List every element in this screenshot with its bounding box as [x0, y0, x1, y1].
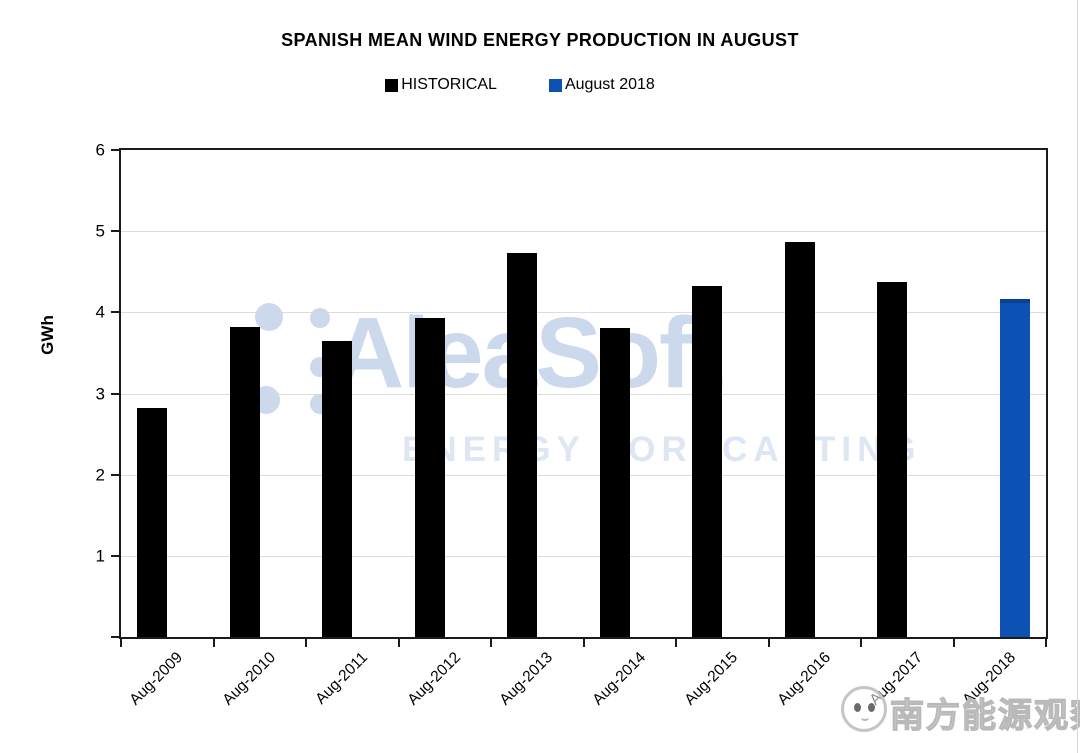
chart-title: SPANISH MEAN WIND ENERGY PRODUCTION IN A…	[281, 30, 799, 50]
x-axis-label: Aug-2017	[866, 649, 927, 709]
y-axis-tick	[111, 311, 121, 314]
x-axis-label: Aug-2009	[126, 649, 187, 709]
x-axis-label: Aug-2010	[219, 649, 279, 709]
x-axis-tick	[305, 637, 307, 647]
bar-Aug-2014	[599, 327, 630, 637]
bar-Aug-2016	[784, 241, 815, 637]
x-axis-label: Aug-2018	[959, 649, 1019, 709]
x-axis-tick	[675, 637, 677, 647]
legend-label-august-2018: August 2018	[564, 76, 655, 93]
x-axis-label: Aug-2014	[589, 649, 649, 709]
y-axis-tick	[111, 149, 121, 151]
y-axis-tick-label: 2	[95, 465, 105, 485]
gridline	[121, 312, 1046, 314]
y-axis-tick	[111, 636, 121, 638]
y-axis-tick-label: 5	[95, 221, 105, 241]
y-axis-title: GWh	[37, 315, 57, 355]
x-axis-tick	[860, 637, 862, 647]
bar-Aug-2012	[414, 318, 445, 637]
bar-Aug-2010	[229, 326, 260, 637]
bar-Aug-2018-forecast	[999, 298, 1030, 637]
x-axis-tick	[212, 637, 215, 647]
x-axis-tick	[490, 637, 492, 647]
gridline	[121, 474, 1046, 476]
y-axis-tick	[111, 554, 121, 557]
x-axis-tick	[952, 637, 955, 647]
chart-legend: HISTORICAL August 2018	[0, 76, 1040, 94]
y-axis-tick	[111, 230, 121, 233]
image-edge-line	[1077, 0, 1078, 753]
y-axis-tick-label: 4	[95, 302, 105, 322]
bar-Aug-2013	[507, 253, 538, 637]
x-axis-label: Aug-2015	[681, 649, 742, 709]
bar-Aug-2009	[137, 408, 168, 637]
x-axis-tick	[1045, 637, 1047, 647]
y-axis-tick-label: 1	[95, 546, 105, 566]
bar-Aug-2011	[322, 340, 353, 637]
bar-Aug-2015	[692, 286, 723, 637]
gridline	[121, 555, 1046, 557]
x-axis-tick	[120, 637, 122, 647]
historical-swatch-icon	[385, 78, 399, 92]
y-axis-tick-label: 6	[95, 140, 105, 160]
plot-area: 1 2 3 4 5 6 Aug-2009 Aug-2010 Aug-2011 Aug-2012 Au…	[96, 142, 1048, 709]
legend-label-historical: HISTORICAL	[401, 76, 497, 93]
x-axis-tick	[397, 637, 400, 647]
legend-item-august-2018: August 2018	[548, 76, 655, 94]
gridline	[121, 393, 1046, 395]
x-axis-label: Aug-2016	[774, 649, 834, 709]
x-axis-tick	[767, 637, 770, 647]
legend-item-historical: HISTORICAL	[385, 76, 497, 94]
x-axis-tick	[582, 637, 585, 647]
y-axis-tick-label: 3	[95, 384, 105, 403]
x-axis-label: Aug-2011	[312, 649, 372, 708]
y-axis-tick	[111, 473, 121, 476]
gridline	[121, 231, 1046, 233]
x-axis-label: Aug-2012	[404, 649, 464, 709]
bar-Aug-2017	[877, 281, 908, 637]
august-2018-swatch-icon	[548, 78, 562, 92]
y-axis-tick	[111, 392, 121, 395]
x-axis-label: Aug-2013	[496, 649, 557, 709]
